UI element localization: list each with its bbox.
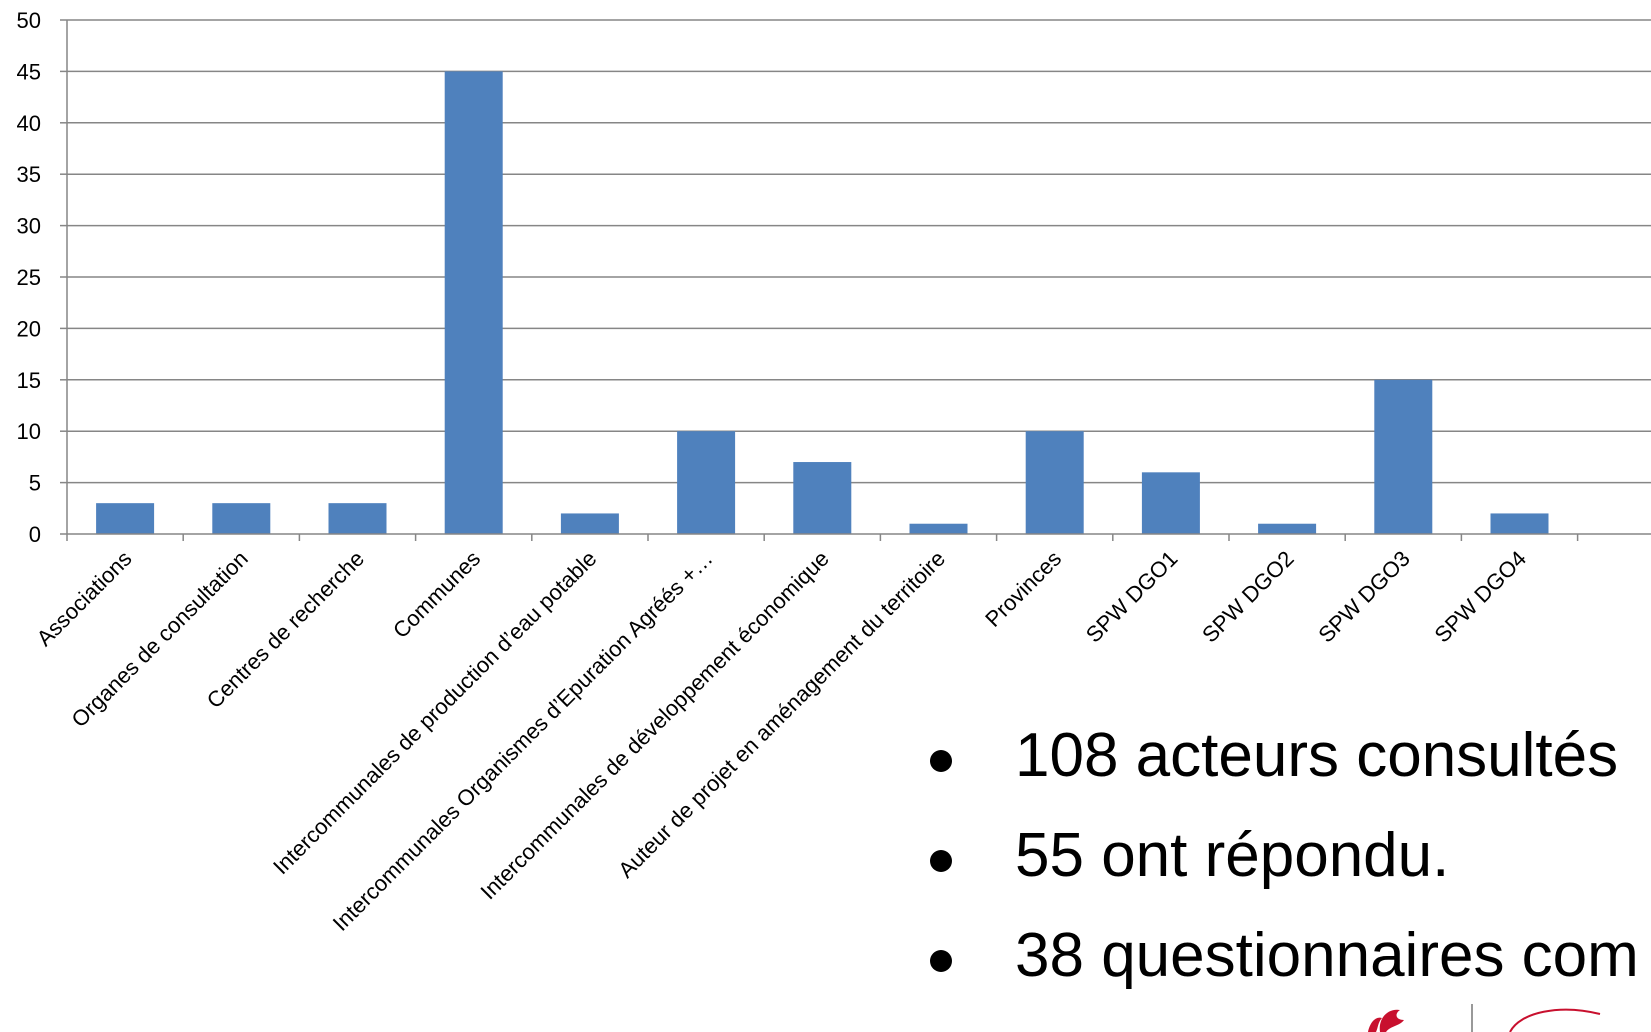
bullet-dot-icon	[930, 950, 952, 972]
y-tick-label: 0	[29, 522, 41, 547]
y-tick-label: 20	[17, 316, 41, 341]
x-category-label: Provinces	[980, 546, 1066, 632]
y-tick-label: 10	[17, 419, 41, 444]
y-tick-label: 30	[17, 214, 41, 239]
x-category-label: Associations	[32, 546, 137, 651]
bullet-text: 38 questionnaires com	[1015, 921, 1639, 990]
bar	[1025, 431, 1084, 534]
y-tick-label: 40	[17, 111, 41, 136]
bullet-item: 108 acteurs consultés	[930, 720, 1651, 820]
bar	[1374, 379, 1433, 534]
x-category-label: SPW DGO4	[1430, 546, 1532, 648]
x-category-label: SPW DGO3	[1313, 546, 1415, 648]
bar	[909, 523, 968, 534]
bar	[212, 503, 271, 534]
y-tick-label: 15	[17, 368, 41, 393]
x-axis	[66, 533, 1651, 541]
bar	[793, 462, 852, 534]
rooster-icon	[1379, 1009, 1404, 1032]
logo-arc-icon	[1509, 1008, 1601, 1032]
x-category-label: SPW DGO1	[1081, 546, 1183, 648]
bullet-text: 108 acteurs consultés	[1015, 721, 1619, 790]
bullet-item: 38 questionnaires com	[930, 920, 1651, 1020]
bullet-dot-icon	[930, 750, 952, 772]
bars	[96, 71, 1549, 535]
bullet-text: 55 ont répondu.	[1015, 821, 1450, 890]
y-axis-ticks: 0 5 10 15 20 25 30 35 40 45 50	[17, 8, 68, 547]
bar	[1490, 513, 1549, 534]
y-tick-label: 5	[29, 471, 41, 496]
bar	[1258, 523, 1317, 534]
bullet-dot-icon	[930, 850, 952, 872]
bar	[677, 431, 736, 534]
y-tick-label: 35	[17, 162, 41, 187]
gridlines	[67, 19, 1651, 484]
y-tick-label: 45	[17, 59, 41, 84]
bar	[328, 503, 387, 534]
bar	[96, 503, 155, 534]
rooster-tail-icon	[1368, 1017, 1382, 1032]
bar	[444, 71, 503, 535]
bullet-list: 108 acteurs consultés 55 ont répondu. 38…	[930, 720, 1651, 1020]
x-category-label: Communes	[388, 546, 485, 643]
y-tick-label: 50	[17, 8, 41, 33]
x-category-label: SPW DGO2	[1197, 546, 1299, 648]
bar	[560, 513, 619, 534]
y-tick-label: 25	[17, 265, 41, 290]
x-category-label: Intercommunales Organismes d’Epuration A…	[328, 546, 718, 936]
bullet-item: 55 ont répondu.	[930, 820, 1651, 920]
bar	[1141, 472, 1200, 534]
wallonia-logo	[1368, 1004, 1601, 1032]
